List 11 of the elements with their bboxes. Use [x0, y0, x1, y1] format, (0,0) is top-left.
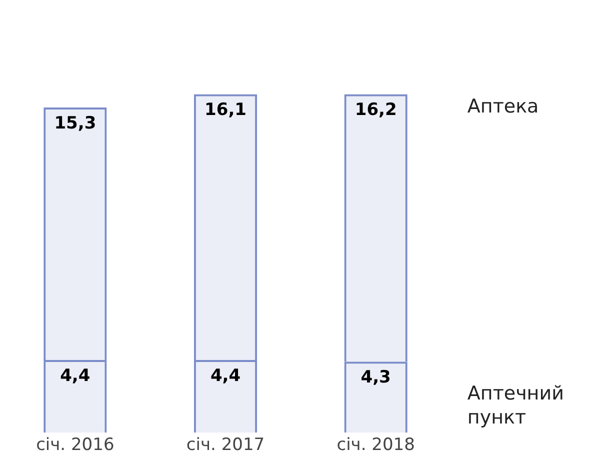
x-tick-label: січ. 2017	[186, 435, 265, 456]
data-label: 16,2	[354, 100, 397, 120]
data-label: 4,4	[60, 366, 90, 386]
x-tick-label: січ. 2016	[36, 435, 114, 456]
data-label: 16,1	[204, 100, 246, 120]
text: Аптечний пункт	[467, 382, 564, 429]
data-label: 4,4	[210, 366, 241, 386]
x-tick-label: січ. 2018	[336, 435, 415, 456]
data-label: 4,3	[360, 368, 391, 388]
text: Аптека	[467, 96, 539, 118]
data-label: 15,3	[54, 113, 96, 134]
